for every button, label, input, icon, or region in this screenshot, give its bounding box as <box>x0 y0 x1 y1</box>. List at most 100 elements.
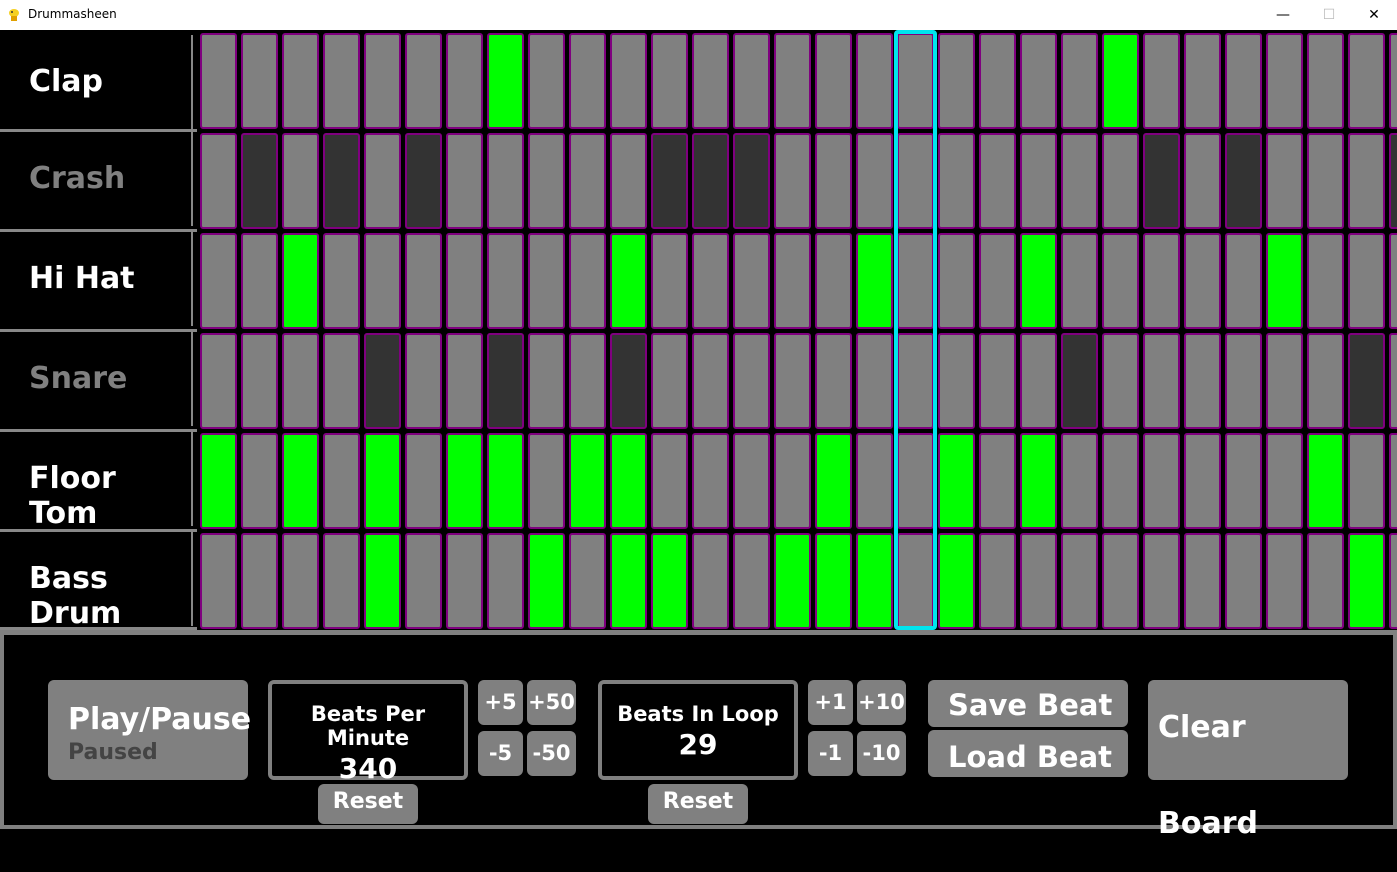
beat-cell[interactable] <box>200 333 237 429</box>
beat-cell[interactable] <box>938 433 975 529</box>
beat-cell[interactable] <box>1307 333 1344 429</box>
beat-cell[interactable] <box>446 133 483 229</box>
beat-cell[interactable] <box>1143 33 1180 129</box>
beat-cell[interactable] <box>241 233 278 329</box>
beat-cell[interactable] <box>241 333 278 429</box>
beat-cell[interactable] <box>651 433 688 529</box>
close-button[interactable]: ✕ <box>1368 7 1380 23</box>
beat-cell[interactable] <box>1184 33 1221 129</box>
beat-cell[interactable] <box>487 333 524 429</box>
beat-cell[interactable] <box>446 333 483 429</box>
beat-cell[interactable] <box>979 333 1016 429</box>
beat-cell[interactable] <box>692 533 729 629</box>
beat-cell[interactable] <box>1143 233 1180 329</box>
loop-minus-1-button[interactable]: -1 <box>808 731 853 776</box>
beat-cell[interactable] <box>405 233 442 329</box>
beat-cell[interactable] <box>1020 133 1057 229</box>
beat-cell[interactable] <box>815 333 852 429</box>
bpm-minus-50-button[interactable]: -50 <box>527 731 576 776</box>
beat-cell[interactable] <box>1102 333 1139 429</box>
beat-cell[interactable] <box>856 533 893 629</box>
beat-cell[interactable] <box>569 433 606 529</box>
beat-cell[interactable] <box>979 233 1016 329</box>
beat-cell[interactable] <box>446 433 483 529</box>
beat-cell[interactable] <box>1389 233 1397 329</box>
beat-cell[interactable] <box>979 433 1016 529</box>
beat-cell[interactable] <box>200 233 237 329</box>
beat-cell[interactable] <box>487 233 524 329</box>
beat-cell[interactable] <box>364 433 401 529</box>
beat-cell[interactable] <box>241 133 278 229</box>
beat-cell[interactable] <box>323 33 360 129</box>
beat-cell[interactable] <box>610 433 647 529</box>
beat-cell[interactable] <box>241 533 278 629</box>
loop-minus-10-button[interactable]: -10 <box>857 731 906 776</box>
beat-cell[interactable] <box>1389 133 1397 229</box>
beat-cell[interactable] <box>856 133 893 229</box>
beat-cell[interactable] <box>323 133 360 229</box>
beat-cell[interactable] <box>364 33 401 129</box>
beat-cell[interactable] <box>651 533 688 629</box>
beat-cell[interactable] <box>200 433 237 529</box>
load-beat-button[interactable]: Load Beat <box>928 730 1128 777</box>
beat-cell[interactable] <box>774 433 811 529</box>
beat-cell[interactable] <box>200 533 237 629</box>
beat-cell[interactable] <box>1061 233 1098 329</box>
beat-cell[interactable] <box>651 233 688 329</box>
loop-plus-1-button[interactable]: +1 <box>808 680 853 725</box>
beat-cell[interactable] <box>405 533 442 629</box>
beat-cell[interactable] <box>1102 233 1139 329</box>
beat-cell[interactable] <box>651 133 688 229</box>
beat-cell[interactable] <box>569 533 606 629</box>
beat-cell[interactable] <box>1225 333 1262 429</box>
beat-cell[interactable] <box>938 233 975 329</box>
beat-cell[interactable] <box>692 133 729 229</box>
beat-cell[interactable] <box>1348 133 1385 229</box>
beat-cell[interactable] <box>364 533 401 629</box>
beat-cell[interactable] <box>856 233 893 329</box>
beat-cell[interactable] <box>1102 133 1139 229</box>
beat-cell[interactable] <box>1184 533 1221 629</box>
beat-cell[interactable] <box>528 533 565 629</box>
beat-cell[interactable] <box>774 333 811 429</box>
beat-cell[interactable] <box>815 33 852 129</box>
beat-cell[interactable] <box>1020 33 1057 129</box>
beat-cell[interactable] <box>1266 133 1303 229</box>
track-label-snare[interactable]: Snare <box>2 332 193 426</box>
beat-cell[interactable] <box>651 33 688 129</box>
beat-cell[interactable] <box>1184 233 1221 329</box>
bpm-plus-50-button[interactable]: +50 <box>527 680 576 725</box>
beat-cell[interactable] <box>938 333 975 429</box>
beat-cell[interactable] <box>979 33 1016 129</box>
beat-cell[interactable] <box>733 233 770 329</box>
beat-cell[interactable] <box>1184 133 1221 229</box>
beat-cell[interactable] <box>897 133 934 229</box>
beat-cell[interactable] <box>1225 533 1262 629</box>
bpm-plus-5-button[interactable]: +5 <box>478 680 523 725</box>
save-beat-button[interactable]: Save Beat <box>928 680 1128 727</box>
beat-cell[interactable] <box>282 33 319 129</box>
beat-cell[interactable] <box>856 433 893 529</box>
beat-cell[interactable] <box>774 233 811 329</box>
beat-cell[interactable] <box>938 133 975 229</box>
beat-cell[interactable] <box>1102 33 1139 129</box>
beat-cell[interactable] <box>1102 533 1139 629</box>
beat-cell[interactable] <box>364 133 401 229</box>
beat-cell[interactable] <box>200 33 237 129</box>
beat-cell[interactable] <box>733 33 770 129</box>
beat-cell[interactable] <box>1143 333 1180 429</box>
beat-cell[interactable] <box>1020 533 1057 629</box>
beat-cell[interactable] <box>323 433 360 529</box>
beat-cell[interactable] <box>323 333 360 429</box>
beat-cell[interactable] <box>733 133 770 229</box>
beat-cell[interactable] <box>856 33 893 129</box>
beat-cell[interactable] <box>487 33 524 129</box>
beat-cell[interactable] <box>815 233 852 329</box>
beat-cell[interactable] <box>1061 333 1098 429</box>
beat-cell[interactable] <box>610 33 647 129</box>
beat-cell[interactable] <box>1225 133 1262 229</box>
beat-cell[interactable] <box>528 33 565 129</box>
beat-cell[interactable] <box>1266 433 1303 529</box>
beat-cell[interactable] <box>364 333 401 429</box>
beat-cell[interactable] <box>569 133 606 229</box>
